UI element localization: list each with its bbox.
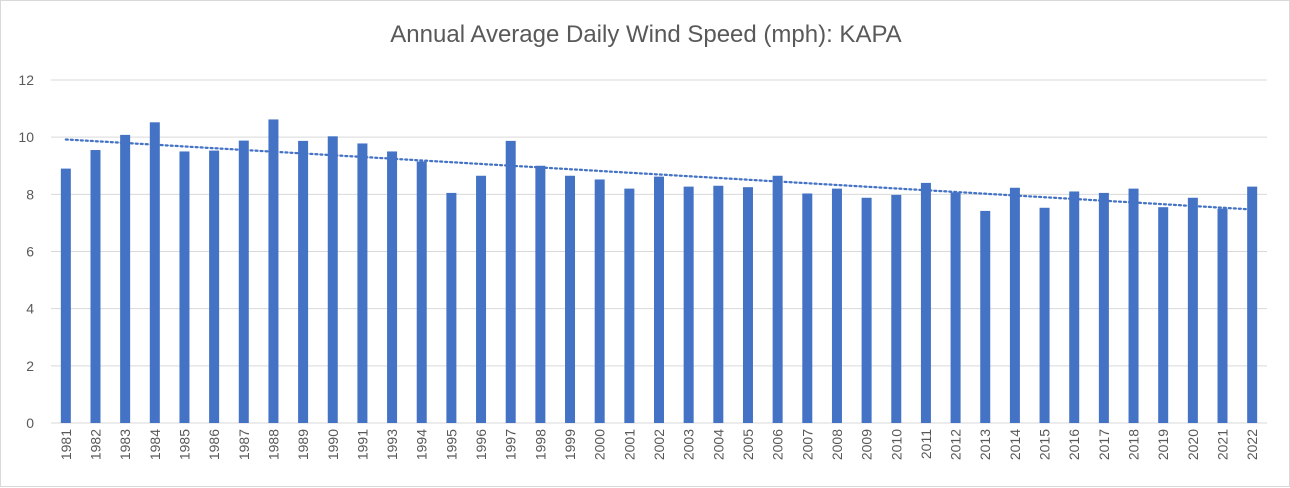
y-axis-ticks: 0 2 4 6 8 10 12 xyxy=(18,72,34,431)
bar-2006 xyxy=(772,175,783,423)
bar-1984 xyxy=(149,122,160,423)
bar-2020 xyxy=(1187,197,1198,423)
bar-2003 xyxy=(683,186,694,423)
x-axis-ticks: 1981 1982 1983 1984 1985 1986 1987 1988 1989 1990… xyxy=(58,429,1260,460)
x-tick-label: 1991 xyxy=(354,429,370,460)
x-tick-label: 2000 xyxy=(592,429,608,460)
x-tick-label: 1981 xyxy=(58,429,74,460)
x-tick-label: 2004 xyxy=(710,429,726,460)
y-tick-label: 0 xyxy=(26,415,34,431)
x-tick-label: 1982 xyxy=(87,429,103,460)
y-tick-label: 6 xyxy=(26,244,34,260)
x-tick-label: 1995 xyxy=(443,429,459,460)
x-tick-label: 2015 xyxy=(1037,429,1053,460)
bar-2019 xyxy=(1158,207,1169,423)
bar-1996 xyxy=(476,175,487,423)
x-tick-label: 2005 xyxy=(740,429,756,460)
x-tick-label: 2010 xyxy=(888,429,904,460)
x-tick-label: 1987 xyxy=(236,429,252,460)
bar-2004 xyxy=(713,185,724,423)
x-tick-label: 1997 xyxy=(503,429,519,460)
bar-1998 xyxy=(535,165,546,423)
bar-1999 xyxy=(565,175,576,423)
y-tick-label: 8 xyxy=(26,186,34,202)
x-tick-label: 2021 xyxy=(1215,429,1231,460)
bar-2005 xyxy=(742,187,753,423)
x-tick-label: 1999 xyxy=(562,429,578,460)
y-tick-label: 12 xyxy=(18,72,34,88)
bar-1994 xyxy=(416,161,427,423)
x-tick-label: 2011 xyxy=(918,429,934,459)
bar-2018 xyxy=(1128,188,1139,423)
x-tick-label: 1994 xyxy=(414,429,430,460)
x-tick-label: 2019 xyxy=(1155,429,1171,460)
x-tick-label: 1985 xyxy=(176,429,192,460)
bar-2017 xyxy=(1098,192,1109,423)
bar-1981 xyxy=(60,168,71,423)
trendline-line xyxy=(64,138,1254,211)
x-tick-label: 2013 xyxy=(977,429,993,460)
bar-1997 xyxy=(505,140,516,423)
y-tick-label: 4 xyxy=(26,301,34,317)
x-tick-label: 1996 xyxy=(473,429,489,460)
x-tick-label: 2002 xyxy=(651,429,667,460)
bar-1993 xyxy=(387,151,398,424)
bar-2002 xyxy=(654,176,664,423)
bar-1989 xyxy=(298,140,309,423)
x-tick-label: 2006 xyxy=(770,429,786,460)
bar-2022 xyxy=(1247,186,1258,423)
bar-1987 xyxy=(238,140,249,423)
bar-2016 xyxy=(1069,191,1080,423)
bars xyxy=(60,119,1258,424)
x-tick-label: 2003 xyxy=(681,429,697,460)
bar-2010 xyxy=(891,194,902,423)
bar-1990 xyxy=(327,136,338,423)
y-tick-label: 2 xyxy=(26,358,34,374)
bar-1986 xyxy=(209,150,220,423)
bar-1983 xyxy=(120,134,131,423)
bar-1985 xyxy=(179,151,190,424)
x-tick-label: 1983 xyxy=(117,429,133,460)
bar-1982 xyxy=(90,150,101,423)
x-tick-label: 2016 xyxy=(1066,429,1082,460)
bar-2000 xyxy=(594,179,605,423)
x-tick-label: 2018 xyxy=(1126,429,1142,460)
trendline xyxy=(64,138,1254,211)
bar-2007 xyxy=(802,193,813,423)
bar-2008 xyxy=(831,188,842,423)
x-tick-label: 1993 xyxy=(384,429,400,460)
bar-1991 xyxy=(357,143,368,423)
x-tick-label: 2007 xyxy=(799,429,815,460)
x-tick-label: 2020 xyxy=(1185,429,1201,460)
bar-2014 xyxy=(1009,187,1020,423)
bar-2012 xyxy=(950,192,961,423)
x-tick-label: 2022 xyxy=(1244,429,1260,460)
bar-1995 xyxy=(446,192,457,423)
y-tick-label: 10 xyxy=(18,129,34,145)
x-tick-label: 1984 xyxy=(147,429,163,460)
x-tick-label: 2017 xyxy=(1096,429,1112,460)
x-tick-label: 1990 xyxy=(325,429,341,460)
x-tick-label: 1989 xyxy=(295,429,311,460)
bar-2021 xyxy=(1217,208,1228,423)
x-tick-label: 1986 xyxy=(206,429,222,460)
x-tick-label: 2012 xyxy=(948,429,964,460)
chart-title: Annual Average Daily Wind Speed (mph): K… xyxy=(390,21,902,48)
bar-2009 xyxy=(861,197,872,423)
x-tick-label: 2014 xyxy=(1007,429,1023,460)
bar-2011 xyxy=(920,182,931,423)
bar-2013 xyxy=(980,210,991,423)
x-tick-label: 1988 xyxy=(265,429,281,460)
x-tick-label: 2001 xyxy=(621,429,637,460)
bar-2001 xyxy=(624,188,635,423)
bar-2015 xyxy=(1039,207,1050,423)
x-tick-label: 2009 xyxy=(859,429,875,460)
x-tick-label: 2008 xyxy=(829,429,845,460)
x-tick-label: 1998 xyxy=(532,429,548,460)
bar-1988 xyxy=(268,119,279,423)
